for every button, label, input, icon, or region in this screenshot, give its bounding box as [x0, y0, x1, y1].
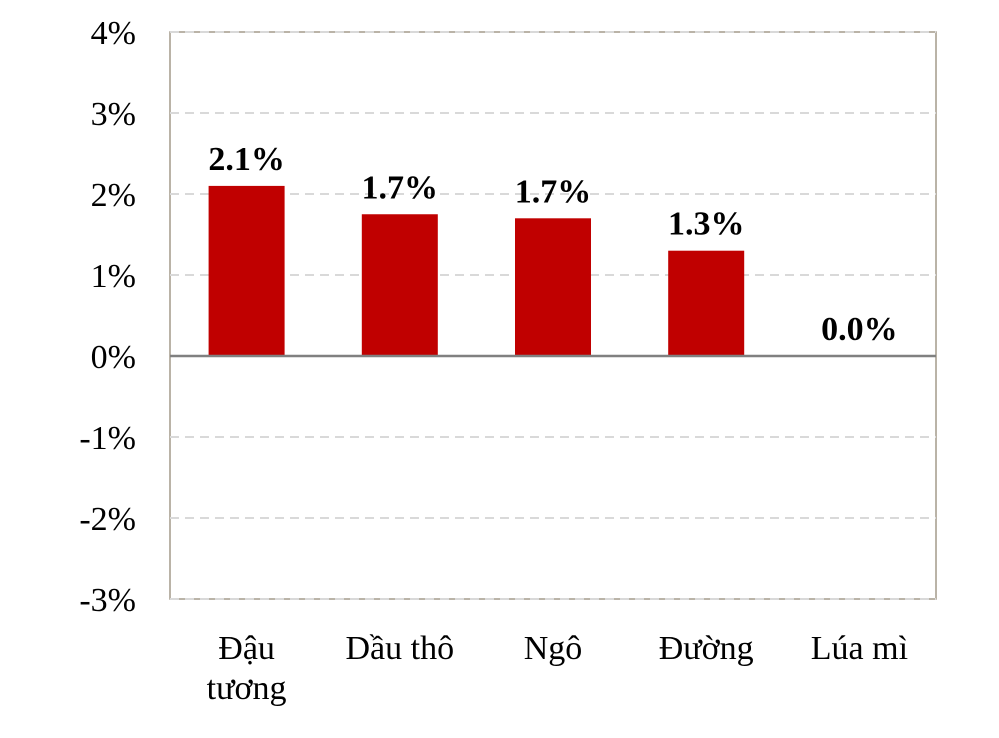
y-tick-label: -3%	[79, 582, 136, 619]
category-label: Đường	[659, 630, 754, 667]
y-tick-label: -1%	[79, 420, 136, 457]
data-label: 1.7%	[362, 169, 439, 206]
x-axis-categories: Đậu tương Dầu thô Ngô Đường Lúa mì	[207, 630, 908, 707]
data-label: 1.3%	[668, 206, 745, 243]
grid-lines	[170, 31, 936, 600]
category-label: Ngô	[524, 630, 583, 667]
category-label: Dầu thô	[346, 630, 455, 667]
category-label: Đậu tương	[207, 630, 287, 707]
data-label: 1.7%	[515, 173, 592, 210]
bar	[668, 250, 745, 356]
bar	[515, 218, 591, 356]
bar	[208, 185, 285, 356]
bar	[361, 214, 438, 356]
data-label: 0.0%	[821, 311, 898, 348]
bars	[208, 185, 745, 356]
y-tick-label: 2%	[91, 177, 136, 214]
y-tick-label: 0%	[91, 339, 136, 376]
data-label: 2.1%	[208, 141, 285, 178]
data-labels: 2.1% 1.7% 1.7% 1.3% 0.0%	[208, 141, 897, 348]
y-tick-label: 4%	[91, 15, 136, 52]
y-axis-ticks: 4% 3% 2% 1% 0% -1% -2% -3%	[79, 15, 136, 619]
y-tick-label: 3%	[91, 96, 136, 133]
y-tick-label: 1%	[91, 258, 136, 295]
category-label: Lúa mì	[811, 630, 908, 667]
y-tick-label: -2%	[79, 501, 136, 538]
